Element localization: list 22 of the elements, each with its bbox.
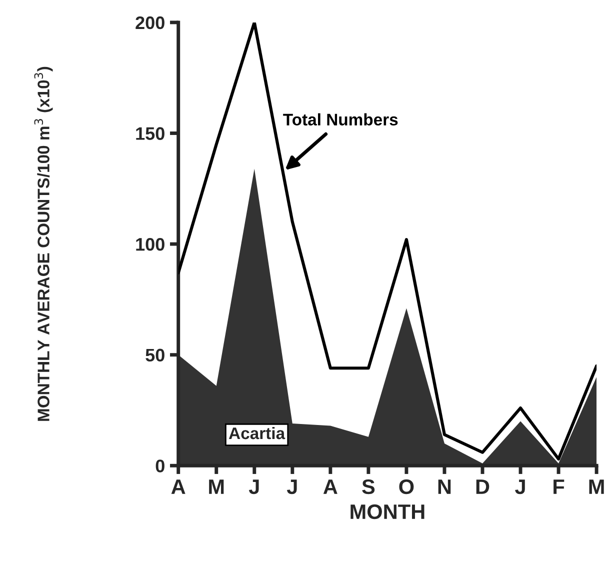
y-tick-label: 50	[146, 348, 164, 362]
x-tick-label: J	[248, 480, 259, 494]
x-tick-label: J	[515, 480, 525, 494]
series-label: Total Numbers	[283, 113, 398, 126]
x-tick-label: N	[438, 480, 451, 494]
x-tick-label: A	[323, 480, 338, 494]
x-tick-label: A	[171, 480, 186, 494]
y-tick-label: 150	[136, 127, 164, 140]
x-tick-label: S	[362, 479, 375, 494]
x-tick-label: M	[209, 480, 224, 494]
x-tick-label: J	[286, 480, 297, 494]
y-tick-label: 100	[136, 238, 164, 251]
x-tick-label: M	[589, 480, 604, 494]
x-axis-title: MONTH	[350, 504, 424, 520]
x-tick-label: D	[476, 480, 490, 494]
y-tick-label: 200	[136, 16, 164, 30]
x-tick-label: F	[554, 480, 564, 494]
y-axis-title: MONTHLY AVERAGE COUNTS/100 m$^{3}$ (x10$^{3}$)	[34, 66, 53, 421]
y-tick-label: 0	[156, 460, 164, 472]
x-tick-label: O	[399, 479, 414, 494]
series-label: Acartia	[228, 426, 286, 440]
line-series	[178, 22, 597, 461]
